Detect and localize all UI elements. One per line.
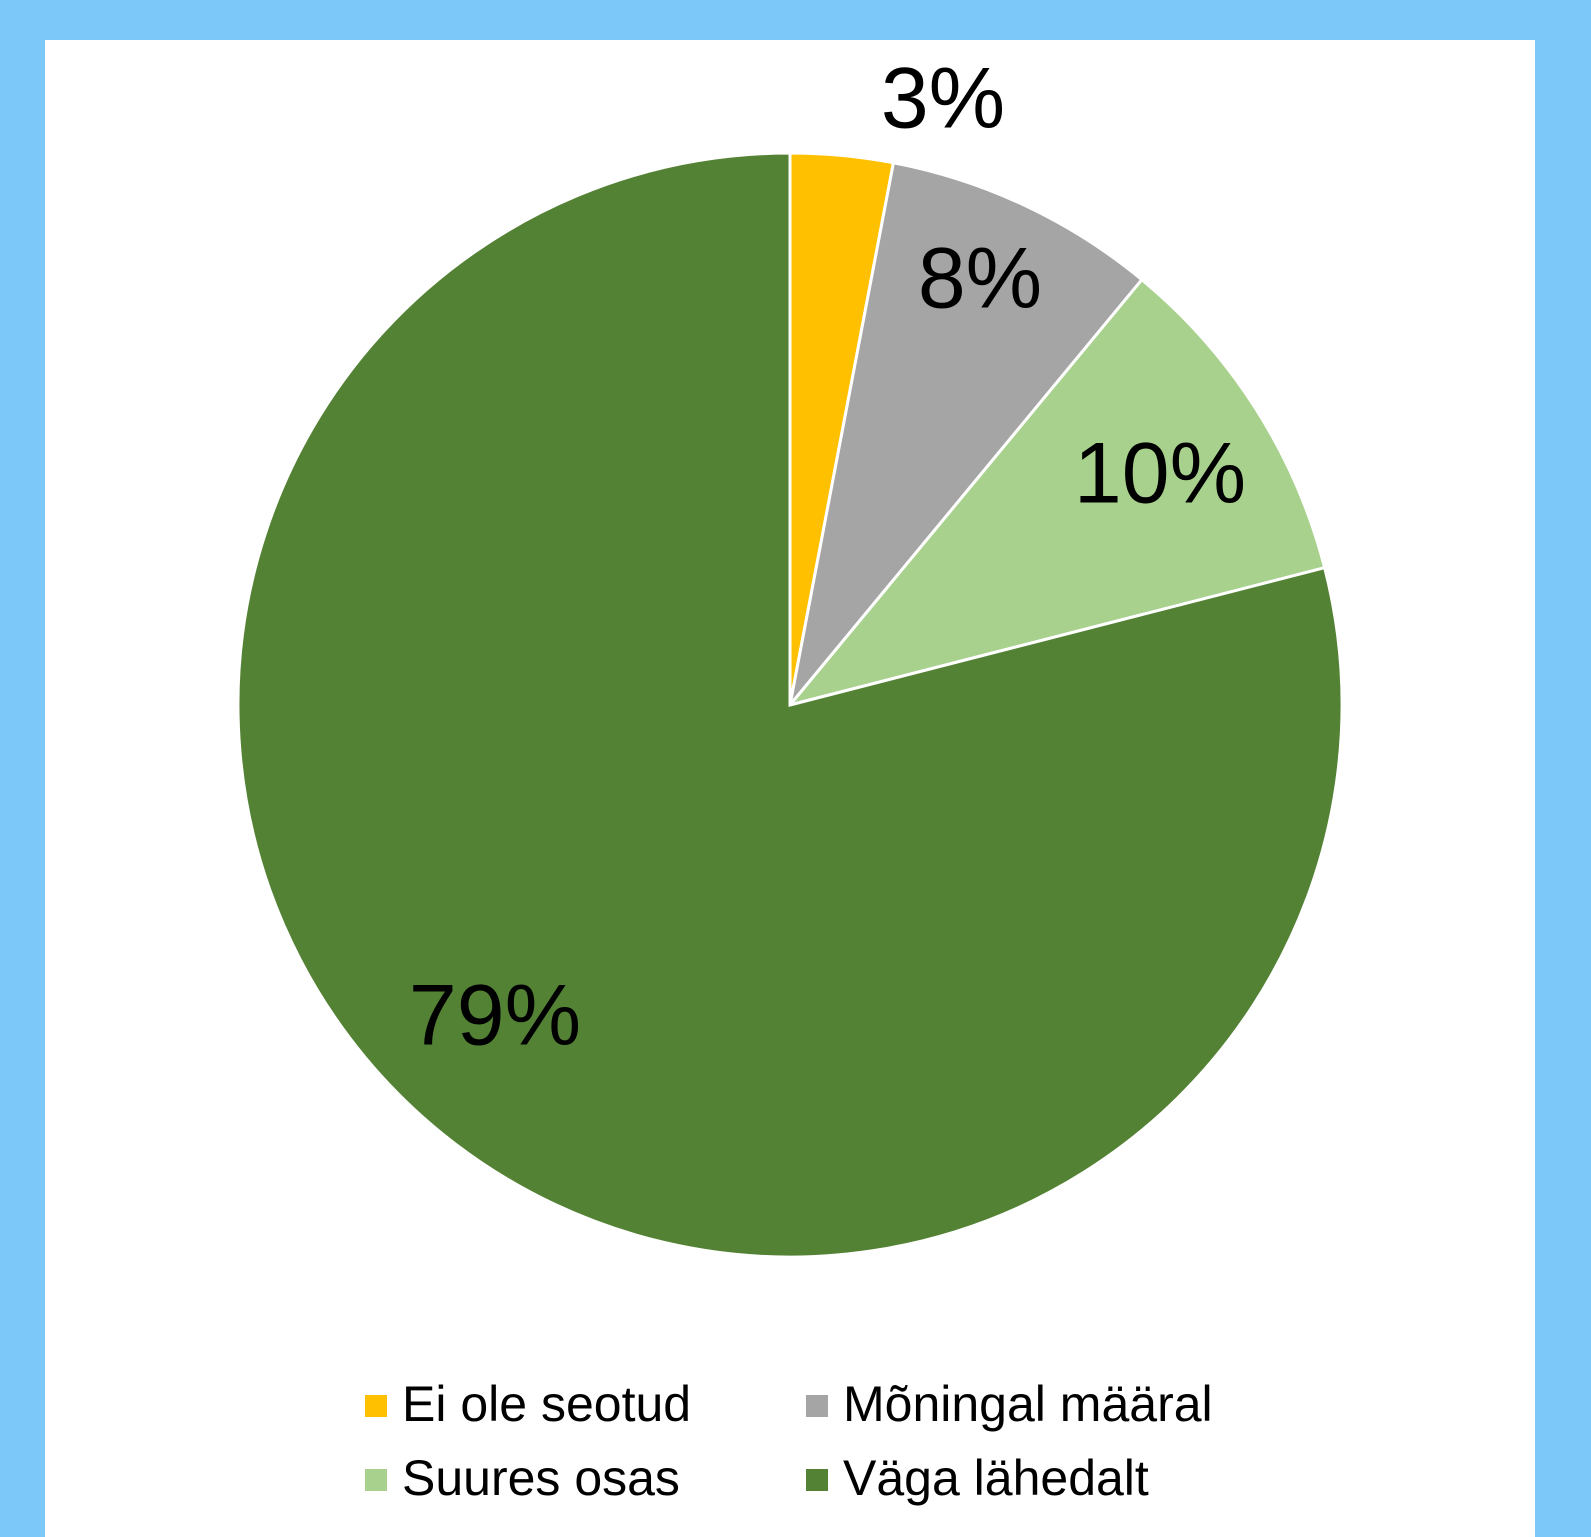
- legend: Ei ole seotud Mõningal määral Suures osas V…: [365, 1376, 1213, 1506]
- pie-slice: [236, 151, 1344, 1259]
- legend-swatch: [365, 1469, 387, 1491]
- legend-label: Ei ole seotud: [402, 1376, 691, 1432]
- pie-slice: [785, 277, 1327, 708]
- legend-label: Väga lähedalt: [843, 1450, 1149, 1506]
- legend-swatch: [806, 1395, 828, 1417]
- legend-swatch: [365, 1395, 387, 1417]
- pie: 3% 8% 10% 79%: [236, 51, 1344, 1259]
- pie-slice: [788, 161, 1144, 706]
- legend-swatch: [806, 1469, 828, 1491]
- legend-label: Suures osas: [402, 1450, 680, 1506]
- data-label: 3%: [881, 51, 1005, 147]
- legend-label: Mõningal määral: [843, 1376, 1213, 1432]
- data-label: 8%: [918, 231, 1042, 327]
- data-label: 10%: [1074, 426, 1246, 522]
- data-label: 79%: [409, 968, 581, 1064]
